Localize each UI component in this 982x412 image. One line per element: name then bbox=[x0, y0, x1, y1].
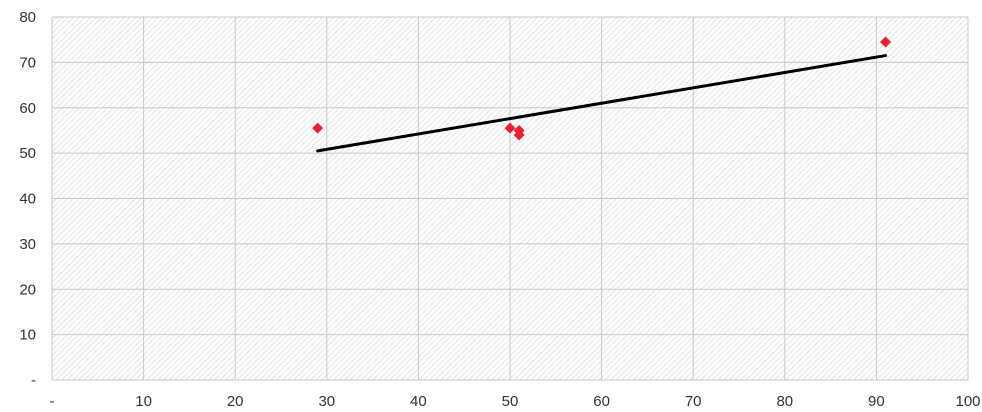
y-tick-label: 40 bbox=[19, 191, 36, 208]
data-point-0 bbox=[312, 122, 324, 134]
x-tick-label: 30 bbox=[318, 393, 335, 410]
data-points bbox=[312, 36, 892, 141]
trendline-layer bbox=[316, 54, 888, 153]
trendline bbox=[316, 54, 888, 153]
y-tick-label: 80 bbox=[19, 9, 36, 26]
x-tick-label: 90 bbox=[868, 393, 885, 410]
x-tick-label: 70 bbox=[685, 393, 702, 410]
x-tick-label: 100 bbox=[955, 393, 980, 410]
x-tick-label: - bbox=[50, 393, 55, 410]
y-tick-label: 30 bbox=[19, 236, 36, 253]
x-tick-label: 10 bbox=[135, 393, 152, 410]
y-tick-label: 20 bbox=[19, 281, 36, 298]
data-point-3 bbox=[513, 129, 525, 141]
y-tick-label: - bbox=[31, 372, 36, 389]
y-tick-label: 70 bbox=[19, 54, 36, 71]
x-axis-ticks: - 10 20 30 40 50 60 70 80 90 100 bbox=[50, 393, 981, 410]
x-tick-label: 40 bbox=[410, 393, 427, 410]
y-tick-label: 10 bbox=[19, 327, 36, 344]
x-tick-label: 80 bbox=[776, 393, 793, 410]
gridlines bbox=[51, 16, 969, 381]
y-axis-ticks: - 10 20 30 40 50 60 70 80 bbox=[19, 9, 36, 389]
y-tick-label: 60 bbox=[19, 100, 36, 117]
data-point-1 bbox=[504, 122, 516, 134]
y-tick-label: 50 bbox=[19, 145, 36, 162]
data-point-4 bbox=[880, 36, 892, 48]
x-tick-label: 20 bbox=[227, 393, 244, 410]
x-tick-label: 60 bbox=[593, 393, 610, 410]
x-tick-label: 50 bbox=[502, 393, 519, 410]
